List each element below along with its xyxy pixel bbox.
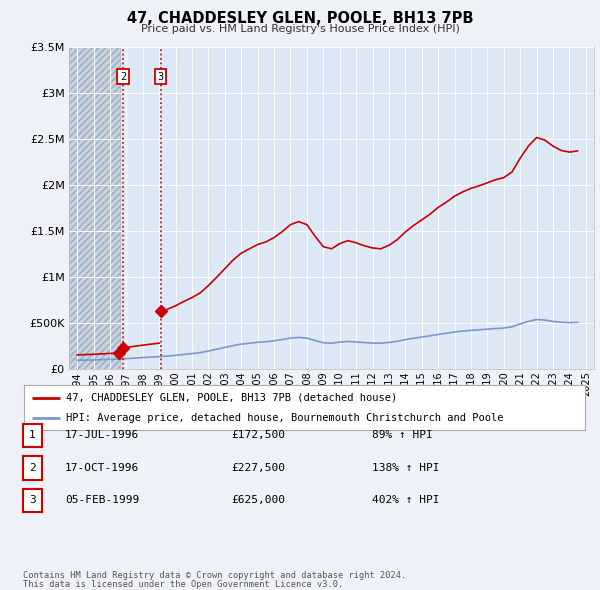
Text: 47, CHADDESLEY GLEN, POOLE, BH13 7PB (detached house): 47, CHADDESLEY GLEN, POOLE, BH13 7PB (de… <box>66 393 397 402</box>
Text: 17-OCT-1996: 17-OCT-1996 <box>65 463 139 473</box>
Text: £625,000: £625,000 <box>231 496 285 505</box>
Text: 17-JUL-1996: 17-JUL-1996 <box>65 431 139 440</box>
Text: 3: 3 <box>158 71 164 81</box>
Text: £227,500: £227,500 <box>231 463 285 473</box>
Text: 47, CHADDESLEY GLEN, POOLE, BH13 7PB: 47, CHADDESLEY GLEN, POOLE, BH13 7PB <box>127 11 473 27</box>
Text: 2: 2 <box>29 463 36 473</box>
Bar <box>69 47 119 369</box>
Text: 3: 3 <box>29 496 36 505</box>
Text: Contains HM Land Registry data © Crown copyright and database right 2024.: Contains HM Land Registry data © Crown c… <box>23 571 406 580</box>
Text: 1: 1 <box>29 431 36 440</box>
Text: 2: 2 <box>120 71 126 81</box>
Text: 402% ↑ HPI: 402% ↑ HPI <box>372 496 439 505</box>
Text: £172,500: £172,500 <box>231 431 285 440</box>
Text: 138% ↑ HPI: 138% ↑ HPI <box>372 463 439 473</box>
Text: 89% ↑ HPI: 89% ↑ HPI <box>372 431 433 440</box>
Text: This data is licensed under the Open Government Licence v3.0.: This data is licensed under the Open Gov… <box>23 579 343 589</box>
Text: 05-FEB-1999: 05-FEB-1999 <box>65 496 139 505</box>
Text: HPI: Average price, detached house, Bournemouth Christchurch and Poole: HPI: Average price, detached house, Bour… <box>66 414 503 424</box>
Text: Price paid vs. HM Land Registry's House Price Index (HPI): Price paid vs. HM Land Registry's House … <box>140 25 460 34</box>
